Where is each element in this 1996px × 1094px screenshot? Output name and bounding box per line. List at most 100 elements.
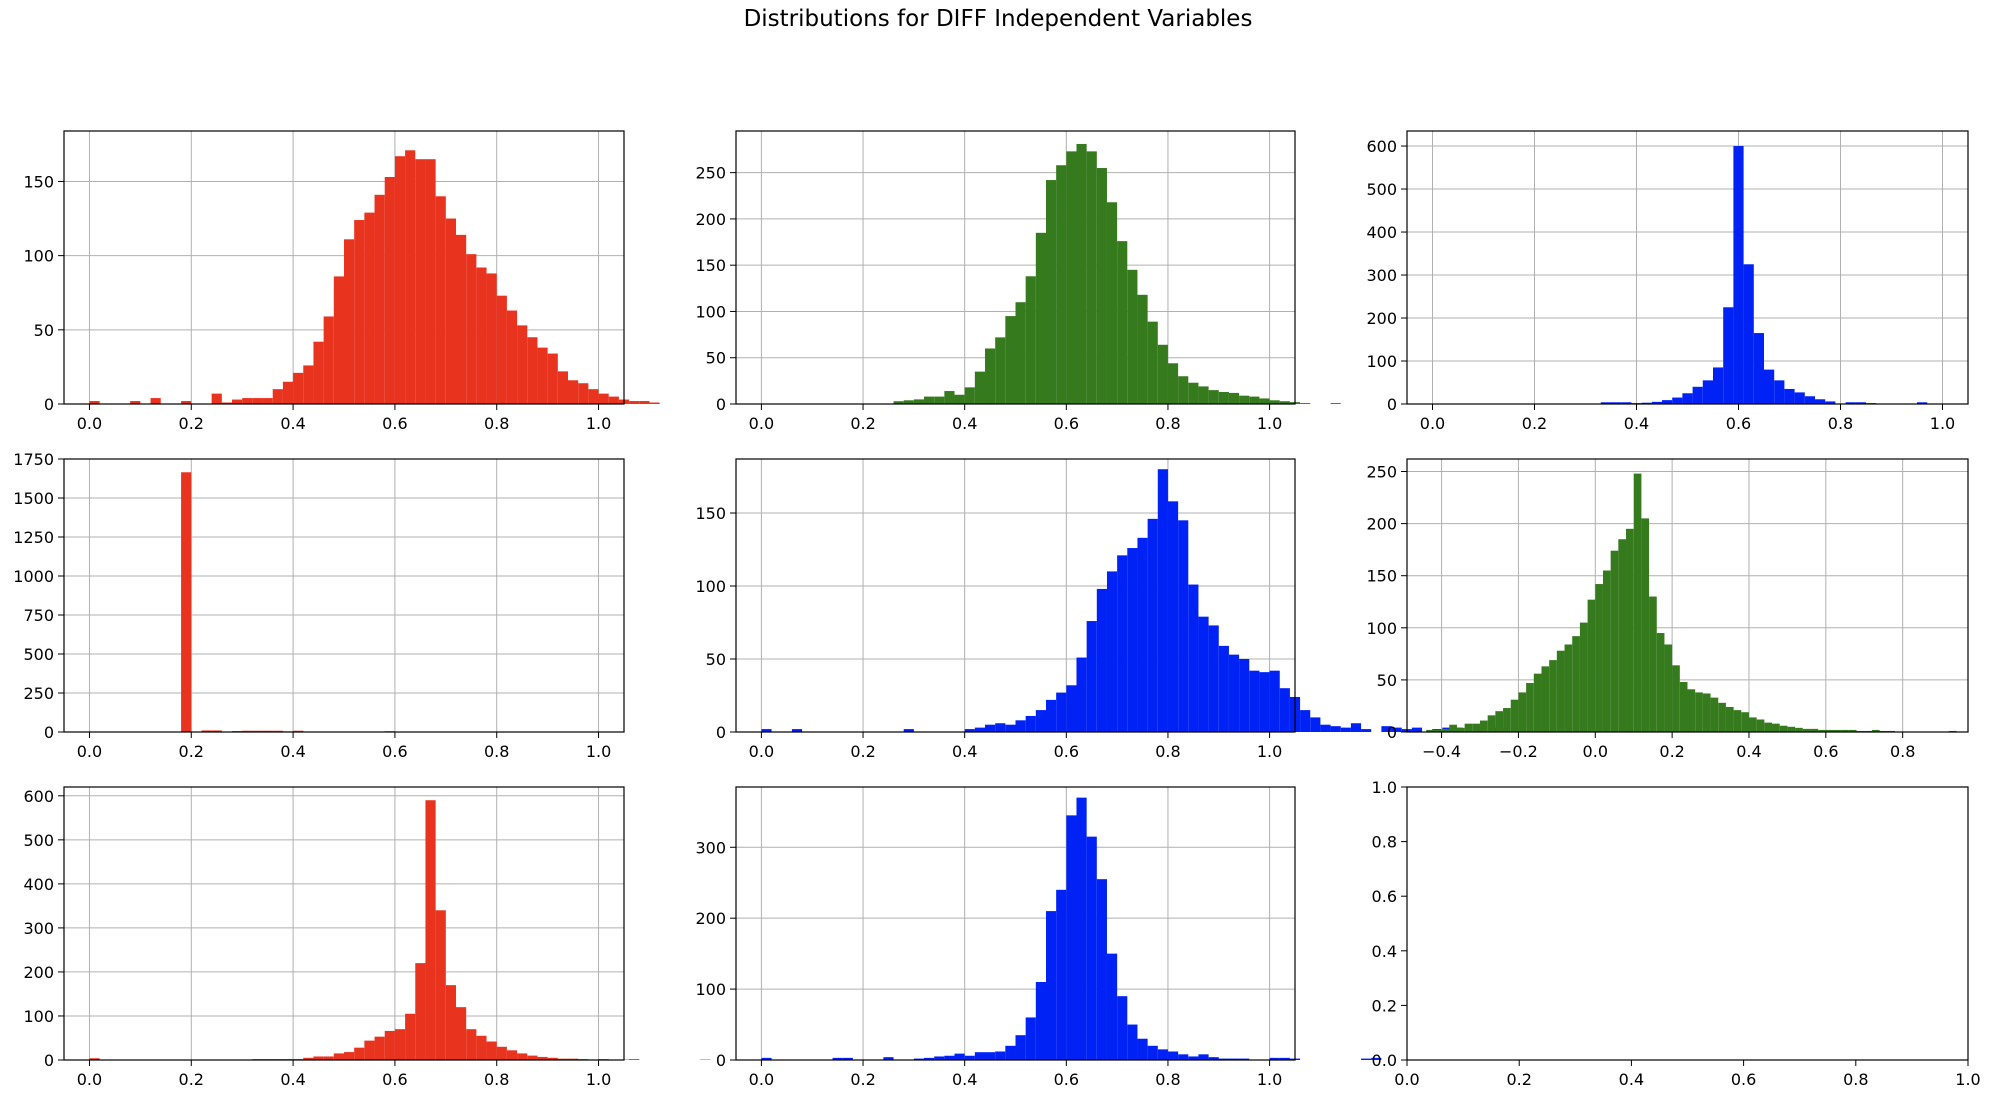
subplot-2: 0.0 0.2 0.4 0.6 0.8 1.0 0 50 100 150 200 250 (695, 130, 1341, 433)
histogram-bar (1804, 396, 1815, 404)
y-tick-label: 300 (23, 919, 54, 938)
histogram-bar (1695, 692, 1703, 732)
y-tick-label: 600 (23, 787, 54, 806)
histogram-bar (1626, 528, 1634, 732)
histogram-bar (1279, 688, 1290, 732)
x-tick-label: 0.4 (952, 742, 977, 761)
histogram-bar (1005, 316, 1016, 404)
x-tick-label: 0.2 (1659, 742, 1684, 761)
histogram-bar (1005, 1045, 1016, 1060)
histogram-bar (1456, 727, 1465, 732)
y-tick-label: 0 (1387, 395, 1397, 414)
x-tick-label: 0.0 (77, 742, 102, 761)
histogram-bar (445, 218, 456, 404)
x-tick-label: 0.0 (1420, 414, 1445, 433)
histogram-bar (1056, 692, 1067, 732)
histogram-bar (1449, 724, 1457, 732)
histogram-bar (1106, 202, 1118, 404)
histogram-bar (1679, 681, 1688, 732)
histogram-bar (1025, 1017, 1036, 1060)
histogram-bar (1137, 294, 1148, 404)
histogram-bar (1656, 633, 1665, 732)
y-tick-label: 200 (695, 210, 726, 229)
histogram-bar (1871, 729, 1880, 732)
histogram-bar (527, 1055, 538, 1060)
y-tick-label: 200 (1366, 309, 1397, 328)
histogram-bar (1198, 386, 1209, 404)
histogram-bar (1167, 363, 1179, 404)
histogram-bar (364, 1040, 375, 1060)
histogram-bar (1259, 672, 1270, 732)
y-tick-label: 0 (716, 1051, 726, 1070)
histogram-bar (1045, 699, 1057, 732)
histogram-bar (1784, 388, 1795, 404)
x-tick-label: 0.8 (1155, 742, 1180, 761)
histogram-bar (486, 1041, 497, 1060)
histogram-bar (435, 196, 446, 404)
histogram-bar (333, 1053, 344, 1060)
histogram-bar (1743, 264, 1754, 404)
histogram-bar (1106, 571, 1118, 732)
y-tick-label: 0.6 (1372, 887, 1397, 906)
histogram-bar (974, 1052, 986, 1060)
histogram-bar (903, 400, 914, 404)
y-tick-label: 200 (23, 963, 54, 982)
histogram-bar (964, 1055, 975, 1060)
histogram-bar (1426, 729, 1434, 732)
y-tick-label: 1.0 (1372, 778, 1397, 797)
axes-frame (1406, 130, 1969, 405)
histogram-bar (1025, 715, 1036, 732)
histogram-bar (964, 729, 975, 732)
histogram-bar (374, 1036, 385, 1060)
x-tick-label: 0.6 (1054, 742, 1079, 761)
histogram-bar (1662, 400, 1673, 404)
y-tick-label: 250 (695, 164, 726, 183)
histogram-bar (1411, 727, 1423, 732)
y-tick-label: 600 (1366, 137, 1397, 156)
histogram-bar (1320, 724, 1331, 732)
histogram-bar (89, 1058, 100, 1060)
histogram-bar (1117, 996, 1128, 1060)
histogram-bar (252, 730, 263, 732)
histogram-bar (1687, 689, 1696, 732)
histogram-bar (588, 389, 599, 404)
histogram-bar (211, 393, 222, 404)
histogram-bar (364, 212, 375, 404)
axes-frame (735, 130, 1296, 405)
histogram-bar (1239, 395, 1250, 404)
x-tick-label: 1.0 (1257, 742, 1282, 761)
histogram-bar (1595, 584, 1603, 732)
histogram-bar (1086, 621, 1097, 732)
histogram-bar (1066, 815, 1077, 1060)
histogram-bar (1137, 1038, 1148, 1060)
histogram-bar (1269, 400, 1280, 404)
histogram-bar (1076, 657, 1087, 732)
histogram-bar (557, 1058, 568, 1060)
x-tick-label: 0.8 (484, 1070, 509, 1089)
histogram-bar (1495, 711, 1504, 732)
histogram-bar (1564, 644, 1573, 732)
y-tick-label: 1000 (13, 567, 54, 586)
histogram-bar (201, 730, 212, 732)
y-tick-label: 0 (1387, 723, 1397, 742)
y-tick-label: 50 (706, 349, 726, 368)
histogram-bar (496, 295, 507, 404)
histogram-bar (1810, 728, 1819, 732)
y-tick-label: 0.8 (1372, 833, 1397, 852)
histogram-bar (1147, 518, 1158, 732)
histogram-bar (1086, 836, 1097, 1060)
histogram-bar (1208, 625, 1219, 732)
x-tick-label: 0.4 (1624, 414, 1649, 433)
histogram-bar (761, 1057, 772, 1060)
subplot-8: 0.0 0.2 0.4 0.6 0.8 1.0 0 100 200 300 (695, 786, 1382, 1089)
histogram-bar (1188, 584, 1199, 732)
histogram-bar (374, 194, 385, 404)
histogram-bar (1239, 1058, 1250, 1060)
histogram-bar (344, 1052, 355, 1060)
x-tick-label: 0.2 (850, 1070, 875, 1089)
histogram-bar (537, 1056, 548, 1060)
histogram-bar (1178, 520, 1189, 732)
y-tick-label: 1250 (13, 528, 54, 547)
histogram-bar (1228, 1058, 1240, 1060)
x-tick-label: 0.8 (1155, 1070, 1180, 1089)
